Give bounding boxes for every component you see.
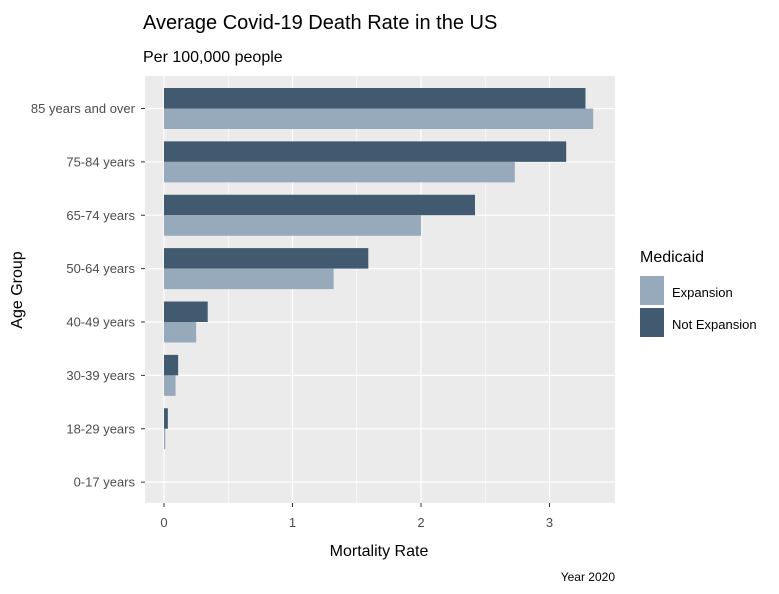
bar-expansion bbox=[164, 268, 334, 290]
y-tick-label: 50-64 years bbox=[66, 261, 135, 276]
bar-expansion bbox=[164, 161, 515, 183]
y-tick-label: 40-49 years bbox=[66, 315, 135, 330]
y-tick-label: 0-17 years bbox=[74, 475, 136, 490]
bar-not-expansion bbox=[164, 408, 168, 429]
x-axis-title: Mortality Rate bbox=[330, 543, 429, 560]
legend-title: Medicaid bbox=[640, 249, 704, 266]
plot-panel bbox=[145, 76, 615, 503]
x-tick-label: 0 bbox=[160, 515, 167, 530]
bar-expansion bbox=[164, 108, 594, 129]
y-tick-label: 75-84 years bbox=[66, 154, 135, 169]
x-tick-label: 2 bbox=[417, 515, 424, 530]
bar-expansion bbox=[164, 375, 176, 396]
bar-not-expansion bbox=[164, 88, 586, 109]
bar-layer bbox=[164, 88, 594, 450]
y-tick-label: 65-74 years bbox=[66, 208, 135, 223]
y-tick-layer: 85 years and over 75-84 years 65-74 years 5… bbox=[31, 101, 145, 490]
y-tick-label: 30-39 years bbox=[66, 368, 135, 383]
bar-expansion bbox=[164, 215, 421, 236]
bar-expansion bbox=[164, 322, 197, 343]
bar-not-expansion bbox=[164, 194, 475, 216]
bar-not-expansion bbox=[164, 301, 208, 322]
legend-label-expansion: Expansion bbox=[672, 285, 733, 300]
x-tick-layer: 0 1 2 3 bbox=[160, 503, 553, 530]
chart-subtitle: Per 100,000 people bbox=[143, 49, 283, 66]
y-tick-label: 85 years and over bbox=[31, 101, 136, 116]
y-tick-label: 18-29 years bbox=[66, 421, 135, 436]
legend-label-not-expansion: Not Expansion bbox=[672, 317, 757, 332]
bar-expansion bbox=[164, 428, 166, 450]
legend-swatch-expansion bbox=[640, 276, 664, 305]
chart-title: Average Covid-19 Death Rate in the US bbox=[143, 12, 497, 34]
x-tick-label: 3 bbox=[546, 515, 553, 530]
bar-not-expansion bbox=[164, 141, 567, 162]
legend: Medicaid Expansion Not Expansion bbox=[640, 249, 757, 337]
bar-not-expansion bbox=[164, 248, 369, 269]
y-axis-title: Age Group bbox=[9, 251, 26, 328]
bar-not-expansion bbox=[164, 354, 179, 376]
chart-caption: Year 2020 bbox=[561, 570, 616, 584]
x-tick-label: 1 bbox=[289, 515, 296, 530]
legend-swatch-not-expansion bbox=[640, 308, 664, 337]
